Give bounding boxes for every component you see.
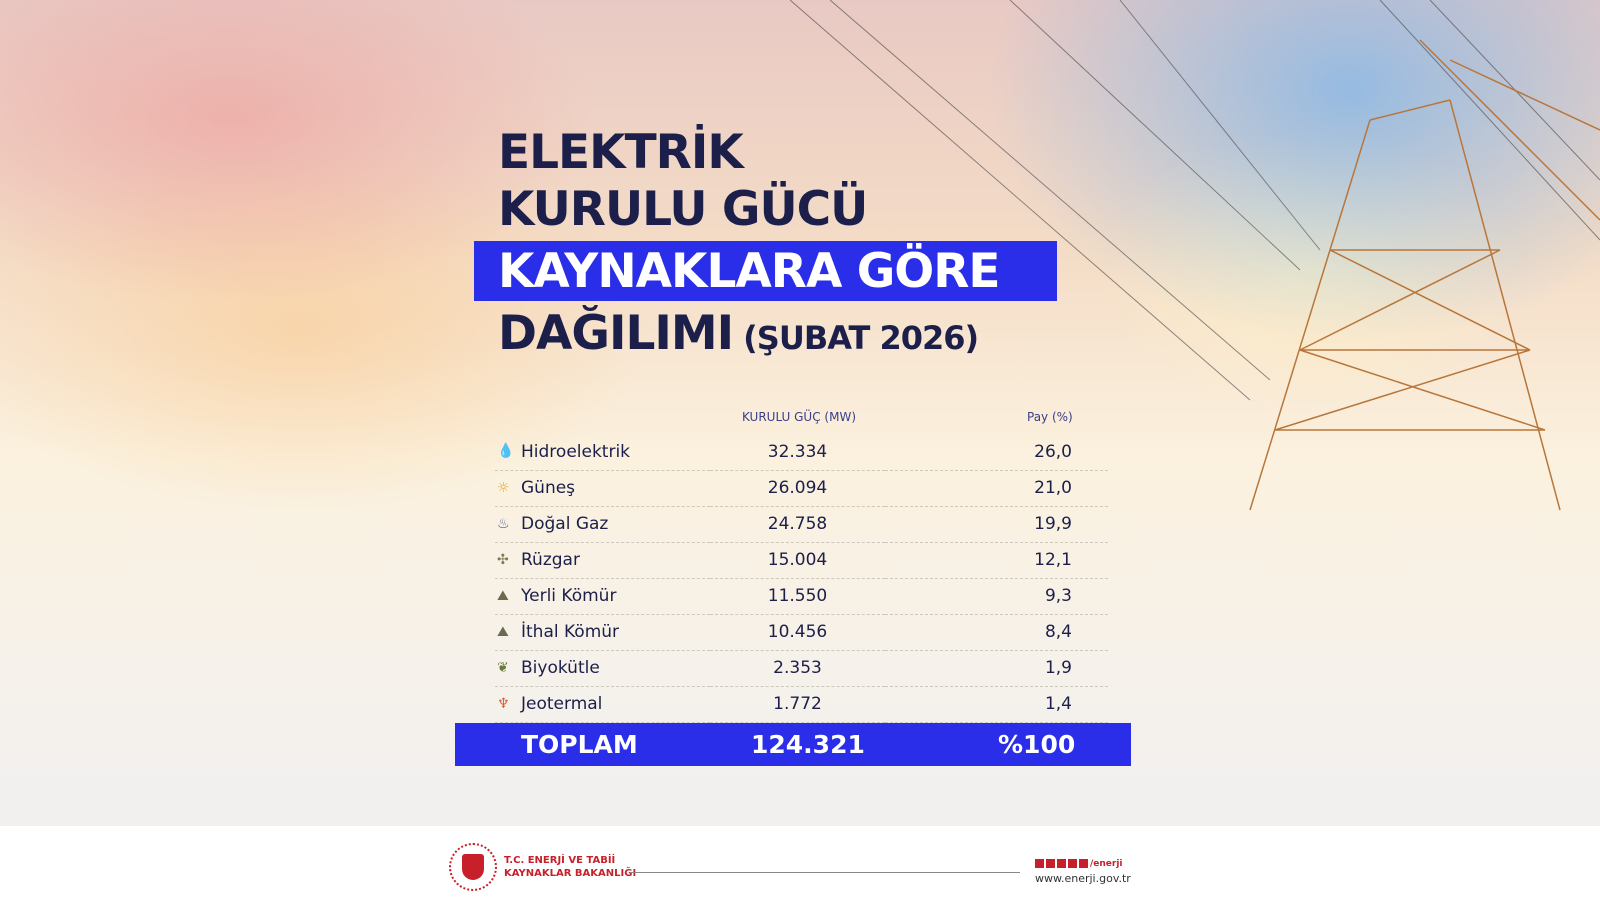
capacity-mw: 10.456 <box>710 614 885 651</box>
column-header-mw: KURULU GÜÇ (MW) <box>742 410 856 424</box>
share-pct: 19,9 <box>885 506 1108 543</box>
social-links[interactable]: /enerji <box>1035 859 1123 869</box>
ministry-line-2: KAYNAKLAR BAKANLIĞI <box>504 868 637 879</box>
table-row: ♆ Jeotermal 1.772 1,4 <box>495 686 1108 723</box>
ministry-name: T.C. ENERJİ VE TABİİ KAYNAKLAR BAKANLIĞI <box>504 854 636 880</box>
ministry-logo <box>449 843 497 891</box>
water-drop-icon: 💧 <box>497 443 515 459</box>
source-label: Jeotermal <box>521 694 603 714</box>
capacity-mw: 26.094 <box>710 470 885 507</box>
linkedin-icon[interactable] <box>1068 859 1077 868</box>
title-line-2: KURULU GÜCÜ <box>498 182 868 237</box>
geothermal-icon: ♆ <box>497 695 510 712</box>
biomass-icon: ❦ <box>497 659 509 676</box>
source-label: Rüzgar <box>521 550 580 570</box>
source-name: ✣ Rüzgar <box>495 542 710 579</box>
total-pct: %100 <box>998 730 1076 759</box>
capacity-mw: 11.550 <box>710 578 885 615</box>
source-label: Güneş <box>521 478 576 498</box>
title-line-4-text: DAĞILIMI <box>498 306 734 361</box>
total-label: TOPLAM <box>521 730 638 759</box>
social-handle: /enerji <box>1090 859 1123 869</box>
total-mw: 124.321 <box>751 730 865 759</box>
table-row: ❦ Biyokütle 2.353 1,9 <box>495 650 1108 687</box>
share-pct: 12,1 <box>885 542 1108 579</box>
source-label: Yerli Kömür <box>521 586 617 606</box>
capacity-mw: 15.004 <box>710 542 885 579</box>
table-row: ⛰ Yerli Kömür 11.550 9,3 <box>495 578 1108 615</box>
wind-turbine-icon: ✣ <box>497 551 509 568</box>
footer-divider <box>630 872 1020 873</box>
column-header-pct: Pay (%) <box>1027 410 1073 424</box>
source-name: 💧 Hidroelektrik <box>495 434 710 471</box>
x-icon[interactable] <box>1057 859 1066 868</box>
youtube-icon[interactable] <box>1079 859 1088 868</box>
ministry-line-1: T.C. ENERJİ VE TABİİ <box>504 855 616 866</box>
sun-icon: ☼ <box>497 479 510 496</box>
instagram-icon[interactable] <box>1035 859 1044 868</box>
website-link[interactable]: www.enerji.gov.tr <box>1035 872 1131 885</box>
capacity-table: 💧 Hidroelektrik 32.334 26,0 ☼ Güneş 26.094 21,0… <box>495 434 1108 723</box>
table-row: ☼ Güneş 26.094 21,0 <box>495 470 1108 507</box>
title-highlight <box>474 241 1057 301</box>
capacity-mw: 2.353 <box>710 650 885 687</box>
source-label: Doğal Gaz <box>521 514 609 534</box>
title-line-1: ELEKTRİK <box>498 125 744 180</box>
total-row: TOPLAM 124.321 %100 <box>455 723 1131 766</box>
source-name: ☼ Güneş <box>495 470 710 507</box>
source-label: Hidroelektrik <box>521 441 631 462</box>
facebook-icon[interactable] <box>1046 859 1055 868</box>
capacity-mw: 32.334 <box>710 434 885 471</box>
source-name: ⛰ İthal Kömür <box>495 614 710 651</box>
share-pct: 26,0 <box>885 434 1108 471</box>
source-label: Biyokütle <box>521 658 600 678</box>
share-pct: 1,9 <box>885 650 1108 687</box>
title-period: (ŞUBAT 2026) <box>743 319 979 357</box>
source-name: ♆ Jeotermal <box>495 686 710 723</box>
gas-flame-icon: ♨ <box>497 515 510 532</box>
footer <box>0 826 1600 900</box>
table-row: ⛰ İthal Kömür 10.456 8,4 <box>495 614 1108 651</box>
power-tower-illustration <box>789 0 1600 511</box>
share-pct: 8,4 <box>885 614 1108 651</box>
source-name: ♨ Doğal Gaz <box>495 506 710 543</box>
table-row: 💧 Hidroelektrik 32.334 26,0 <box>495 434 1108 471</box>
source-name: ⛰ Yerli Kömür <box>495 578 710 615</box>
share-pct: 21,0 <box>885 470 1108 507</box>
coal-icon: ⛰ <box>497 623 509 640</box>
title-line-3: KAYNAKLARA GÖRE <box>498 244 1001 299</box>
capacity-mw: 24.758 <box>710 506 885 543</box>
share-pct: 1,4 <box>885 686 1108 723</box>
table-row: ♨ Doğal Gaz 24.758 19,9 <box>495 506 1108 543</box>
capacity-mw: 1.772 <box>710 686 885 723</box>
coal-icon: ⛰ <box>497 587 509 604</box>
source-label: İthal Kömür <box>521 622 620 642</box>
source-name: ❦ Biyokütle <box>495 650 710 687</box>
table-row: ✣ Rüzgar 15.004 12,1 <box>495 542 1108 579</box>
title-line-4: DAĞILIMI (ŞUBAT 2026) <box>498 306 979 361</box>
share-pct: 9,3 <box>885 578 1108 615</box>
